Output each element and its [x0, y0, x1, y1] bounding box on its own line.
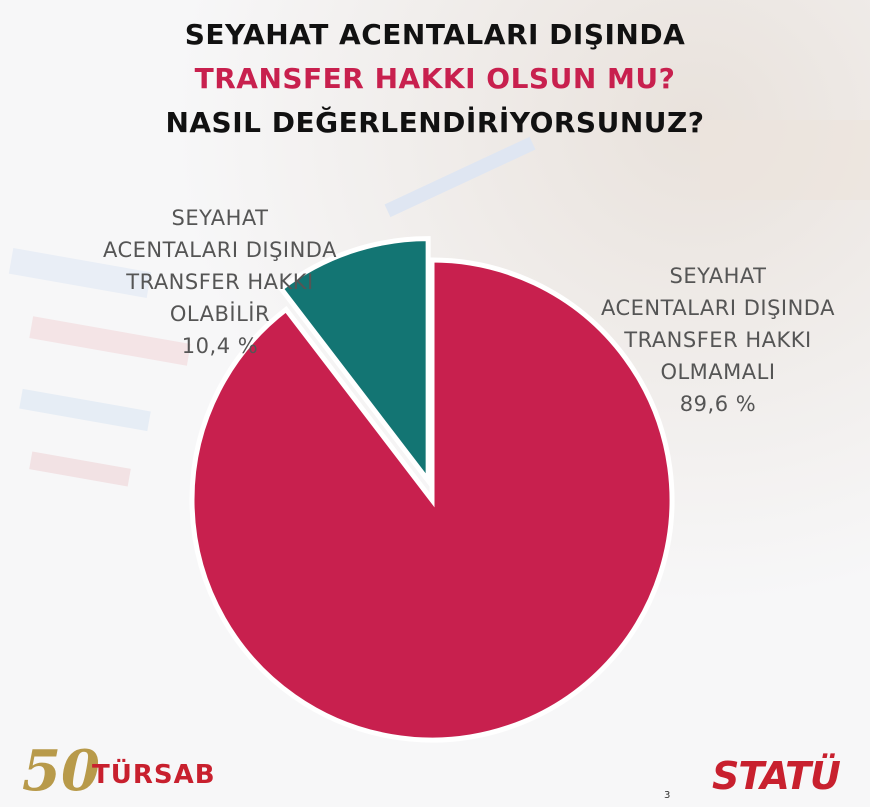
slice-value-olabilir: 10,4 % — [181, 334, 259, 358]
slice-label-olabilir-text: SEYAHAT ACENTALARI DIŞINDA TRANSFER HAKK… — [103, 206, 337, 326]
statu-logo: STATÜ — [712, 754, 841, 798]
slice-label-olmamali-text: SEYAHAT ACENTALARI DIŞINDA TRANSFER HAKK… — [601, 264, 835, 384]
tursab-logo-name: TÜRSAB — [92, 760, 216, 790]
page-number: 3 — [664, 790, 671, 801]
pie-slice-1 — [277, 236, 431, 489]
title-line-3: NASIL DEĞERLENDİRİYORSUNUZ? — [165, 106, 705, 139]
tursab-logo: 50 TÜRSAB — [22, 738, 215, 804]
slice-label-olabilir: SEYAHAT ACENTALARI DIŞINDA TRANSFER HAKK… — [70, 170, 370, 394]
pie-slice-0 — [189, 257, 675, 743]
tursab-logo-number: 50 — [22, 738, 100, 804]
title-line-1: SEYAHAT ACENTALARI DIŞINDA — [184, 18, 686, 51]
slice-value-olmamali: 89,6 % — [679, 392, 757, 416]
title-line-2: TRANSFER HAKKI OLSUN MU? — [194, 62, 676, 95]
slice-label-olmamali: SEYAHAT ACENTALARI DIŞINDA TRANSFER HAKK… — [558, 228, 870, 452]
